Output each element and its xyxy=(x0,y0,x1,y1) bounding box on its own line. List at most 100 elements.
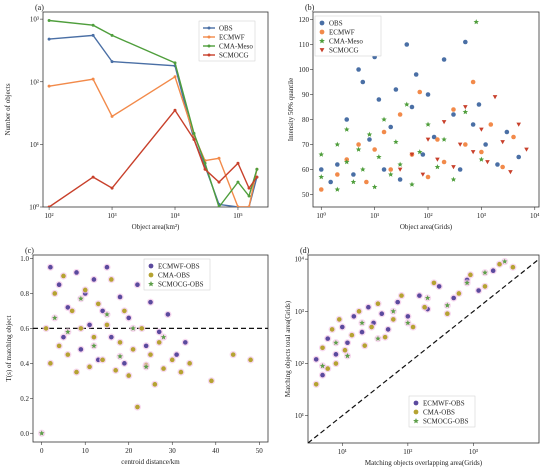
data-point xyxy=(91,33,95,37)
data-point xyxy=(502,258,508,264)
data-marks xyxy=(318,19,529,192)
data-point xyxy=(470,122,476,127)
data-point xyxy=(319,363,326,369)
y-tick-label: 90 xyxy=(302,91,310,99)
data-point xyxy=(173,75,177,79)
x-tick-label: 10² xyxy=(403,448,412,456)
data-point xyxy=(462,109,469,115)
data-point xyxy=(500,140,505,145)
data-point xyxy=(364,179,369,185)
data-point xyxy=(393,139,399,145)
x-axis-label: Matching objects overlapping area(Grids) xyxy=(365,459,483,467)
y-tick-label: 10⁴ xyxy=(295,256,305,264)
legend-label: SCMOCG xyxy=(329,47,359,55)
data-point xyxy=(100,308,105,314)
data-point xyxy=(148,352,153,357)
data-point xyxy=(78,347,84,352)
x-tick-label: 30 xyxy=(169,447,177,455)
legend-box xyxy=(143,258,211,291)
y-tick-label: 70 xyxy=(302,141,310,149)
data-point xyxy=(381,129,387,135)
data-point xyxy=(399,293,404,298)
x-tick-label: 10³ xyxy=(108,212,117,220)
legend-marker xyxy=(207,44,211,48)
series-line-cma-meso xyxy=(49,19,258,207)
data-point xyxy=(395,299,401,305)
data-point xyxy=(248,357,253,363)
legend-label: ECMWF-OBS xyxy=(158,263,200,271)
data-point xyxy=(74,270,79,275)
data-point xyxy=(122,361,127,366)
data-point xyxy=(350,179,357,185)
data-point xyxy=(344,159,350,165)
data-point xyxy=(524,147,529,152)
data-point xyxy=(52,291,58,296)
data-point xyxy=(65,305,71,310)
x-axis-label: Object area(km²) xyxy=(132,223,180,231)
data-point xyxy=(320,372,325,378)
data-point xyxy=(318,174,324,180)
data-point xyxy=(236,161,240,165)
data-point xyxy=(417,149,423,155)
legend-marker xyxy=(413,409,419,415)
data-point xyxy=(122,308,127,314)
data-point xyxy=(390,308,396,314)
data-point xyxy=(65,352,71,357)
data-point xyxy=(318,167,324,172)
data-point xyxy=(451,112,456,117)
data-point xyxy=(236,180,240,184)
data-point xyxy=(473,19,479,25)
data-point xyxy=(351,172,356,177)
data-point xyxy=(457,142,463,147)
panel-label: (b) xyxy=(305,3,315,12)
y-tick-label: 110 xyxy=(299,41,310,49)
data-point xyxy=(504,129,510,135)
data-point xyxy=(445,311,450,317)
data-point xyxy=(483,142,488,147)
data-point xyxy=(156,340,162,345)
legend-marker xyxy=(207,35,211,39)
y-axis-label: T(s) of matching object xyxy=(5,316,13,382)
x-tick-label: 10⁴ xyxy=(170,212,180,220)
data-point xyxy=(217,156,221,160)
data-point xyxy=(203,161,207,165)
data-point xyxy=(362,343,368,348)
data-point xyxy=(500,164,505,170)
data-point xyxy=(495,162,500,167)
x-tick-label: 0 xyxy=(40,447,44,455)
data-point xyxy=(342,347,348,353)
data-point xyxy=(344,117,350,122)
data-point xyxy=(247,186,251,190)
data-point xyxy=(336,317,342,322)
data-point xyxy=(470,150,476,155)
y-tick-label: 80 xyxy=(302,116,310,124)
x-tick-label: 10⁰ xyxy=(316,212,326,220)
data-point xyxy=(376,97,382,102)
data-point xyxy=(417,293,422,298)
data-point xyxy=(203,167,207,171)
y-tick-label: 10³ xyxy=(30,16,39,24)
legend-box xyxy=(314,15,382,57)
plot-frame xyxy=(307,254,540,444)
data-point xyxy=(371,184,378,190)
data-point xyxy=(372,147,377,152)
data-point xyxy=(397,161,403,167)
data-point xyxy=(230,352,236,357)
data-point xyxy=(174,352,179,357)
data-point xyxy=(173,108,177,112)
data-point xyxy=(247,205,251,207)
data-point xyxy=(148,299,153,305)
data-point xyxy=(463,142,468,147)
data-point xyxy=(420,152,426,157)
data-point xyxy=(328,179,333,185)
data-point xyxy=(209,378,214,384)
y-tick-label: 120 xyxy=(299,16,310,24)
y-tick-label: 0.4 xyxy=(20,360,29,368)
data-point xyxy=(95,301,101,307)
data-point xyxy=(74,369,79,375)
data-point xyxy=(156,329,162,335)
panel-c-chart: (c) 0 10 20 30 40 50 0.0 0.2 0.4 0.6 0.8 1.0 centroid… xyxy=(5,246,269,466)
